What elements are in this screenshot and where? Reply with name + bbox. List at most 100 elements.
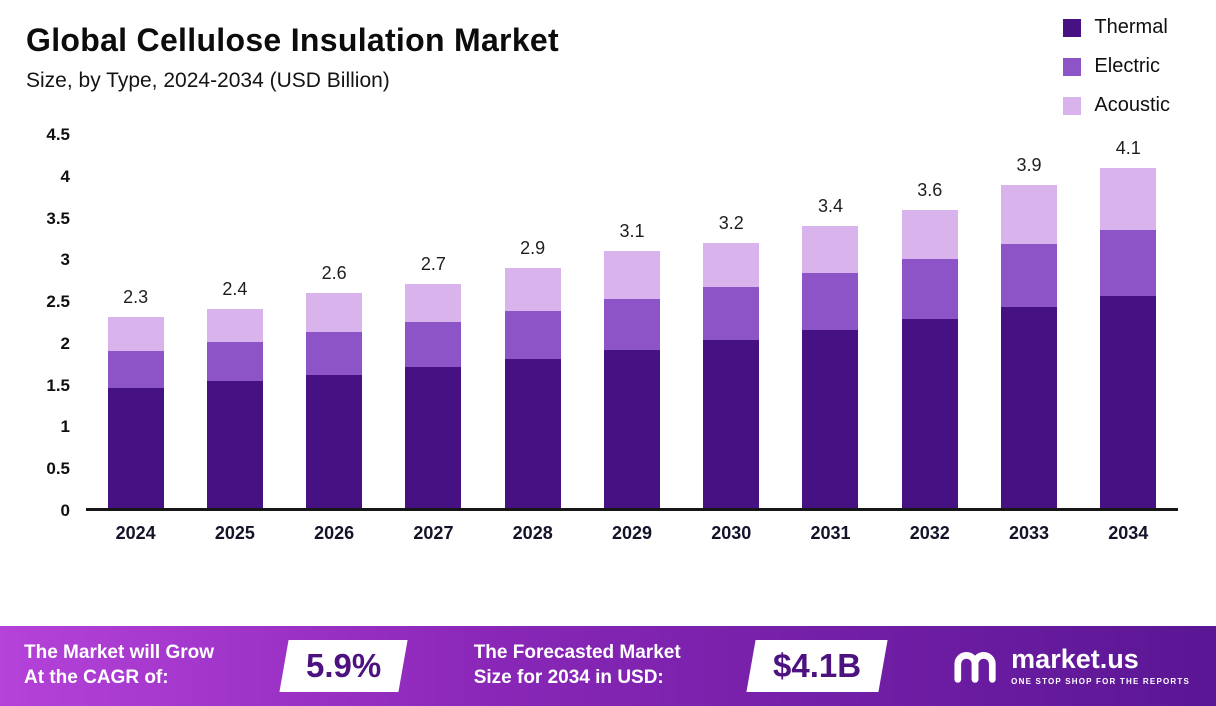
bar-total-label: 4.1 xyxy=(1115,138,1141,159)
legend-item-electric: Electric xyxy=(1063,55,1170,78)
bar-segment-thermal xyxy=(1001,307,1058,508)
cagr-label: The Market will Grow At the CAGR of: xyxy=(24,641,214,690)
bar-segment-acoustic xyxy=(1100,168,1157,230)
cagr-label-line1: The Market will Grow xyxy=(24,642,215,664)
bar-total-label: 2.7 xyxy=(420,254,446,275)
bar-segment-thermal xyxy=(107,387,164,508)
forecast-label: The Forecasted Market Size for 2034 in U… xyxy=(474,641,681,690)
y-tick-label: 2 xyxy=(60,333,70,353)
y-tick-label: 4.5 xyxy=(46,125,70,144)
plot-area: 2.3 2.4 2.6 2.7 2.9 3.1 3.2 3.4 3.6 3.9 4.1 xyxy=(86,135,1178,511)
bar-stack xyxy=(1100,168,1157,508)
bar-stack xyxy=(901,209,958,508)
x-axis: 2024 2025 2026 2027 2028 2029 2030 2031 2032 2033… xyxy=(86,523,1178,544)
bar-stack xyxy=(206,309,263,508)
y-tick-label: 0.5 xyxy=(46,459,70,479)
bottom-banner: The Market will Grow At the CAGR of: 5.9… xyxy=(0,626,1216,706)
y-tick-label: 3 xyxy=(60,250,70,270)
bar-segment-acoustic xyxy=(504,267,561,311)
bar-stack xyxy=(1001,184,1058,508)
legend-swatch-icon xyxy=(1063,96,1082,115)
bar-column: 3.9 xyxy=(979,135,1078,508)
y-axis-spacer xyxy=(28,523,86,544)
bar-column: 2.6 xyxy=(285,135,384,508)
bar-segment-thermal xyxy=(901,319,958,508)
bar-total-label: 3.9 xyxy=(1016,154,1042,175)
bar-segment-acoustic xyxy=(1001,184,1058,245)
y-tick-label: 4 xyxy=(60,166,70,186)
bar-segment-electric xyxy=(306,332,363,375)
bar-segment-electric xyxy=(1100,229,1157,296)
legend-item-thermal: Thermal xyxy=(1063,16,1170,39)
bar-segment-acoustic xyxy=(206,309,263,343)
bar-segment-electric xyxy=(703,286,760,340)
bar-segment-acoustic xyxy=(107,317,164,351)
bar-segment-thermal xyxy=(306,374,363,508)
x-axis-label: 2027 xyxy=(413,523,454,543)
bar-total-label: 2.3 xyxy=(123,287,149,308)
brand-block: market.us ONE STOP SHOP FOR THE REPORTS xyxy=(953,644,1190,689)
bar-column: 2.3 xyxy=(86,135,185,508)
bar-segment-electric xyxy=(405,321,462,368)
chart-header: Global Cellulose Insulation Market Size,… xyxy=(0,0,1216,93)
y-tick-label: 1 xyxy=(60,417,70,437)
bar-column: 3.6 xyxy=(880,135,979,508)
page-subtitle: Size, by Type, 2024-2034 (USD Billion) xyxy=(26,69,390,92)
bar-stack xyxy=(504,267,561,508)
bar-total-label: 3.4 xyxy=(817,196,843,217)
bar-column: 2.9 xyxy=(483,135,582,508)
bar-segment-electric xyxy=(901,259,958,320)
brand-name: market.us xyxy=(1011,644,1139,674)
cagr-value: 5.9% xyxy=(306,647,382,684)
bar-segment-thermal xyxy=(802,329,859,508)
y-tick-label: 2.5 xyxy=(46,292,70,312)
cagr-value-box: 5.9% xyxy=(279,640,409,692)
brand-tagline: ONE STOP SHOP FOR THE REPORTS xyxy=(1011,677,1190,686)
bar-total-label: 2.4 xyxy=(222,279,248,300)
legend-label: Acoustic xyxy=(1094,94,1170,116)
legend: Thermal Electric Acoustic xyxy=(1063,16,1170,117)
y-tick-label: 1.5 xyxy=(46,375,70,395)
forecast-label-line2: Size for 2034 in USD: xyxy=(473,667,664,688)
page-title: Global Cellulose Insulation Market xyxy=(26,22,559,58)
bar-segment-thermal xyxy=(206,381,263,508)
bar-segment-acoustic xyxy=(703,242,760,287)
bar-segment-acoustic xyxy=(405,284,462,322)
chart-plot-row: 0 0.5 1 1.5 2 2.5 3 3.5 4 4.5 2.3 2.4 2.6 2.7 2.9 3.1 3… xyxy=(28,125,1178,520)
y-axis: 0 0.5 1 1.5 2 2.5 3 3.5 4 4.5 xyxy=(28,125,86,520)
forecast-value-box: $4.1B xyxy=(746,640,888,692)
bar-segment-electric xyxy=(504,310,561,359)
bar-segment-electric xyxy=(1001,244,1058,308)
x-axis-label: 2030 xyxy=(711,523,752,543)
x-axis-label: 2034 xyxy=(1108,523,1149,543)
bar-column: 4.1 xyxy=(1079,135,1178,508)
bar-segment-thermal xyxy=(1100,295,1157,508)
bar-stack xyxy=(306,292,363,508)
stacked-bar-chart: 0 0.5 1 1.5 2 2.5 3 3.5 4 4.5 2.3 2.4 2.6 2.7 2.9 3.1 3… xyxy=(28,125,1178,544)
bar-total-label: 3.2 xyxy=(718,212,744,233)
bar-segment-thermal xyxy=(504,358,561,508)
bar-column: 2.7 xyxy=(384,135,483,508)
legend-swatch-icon xyxy=(1063,57,1082,76)
bar-segment-acoustic xyxy=(802,226,859,274)
y-tick-label: 0 xyxy=(60,501,70,520)
x-axis-label: 2033 xyxy=(1009,523,1050,543)
x-axis-label: 2028 xyxy=(512,523,553,543)
bar-segment-acoustic xyxy=(306,292,363,333)
x-axis-label: 2025 xyxy=(214,523,255,543)
bar-column: 3.1 xyxy=(582,135,681,508)
bar-stack xyxy=(107,317,164,508)
forecast-value: $4.1B xyxy=(772,647,861,684)
bar-segment-thermal xyxy=(703,339,760,508)
bar-column: 3.4 xyxy=(781,135,880,508)
marketus-logo-icon xyxy=(953,644,999,689)
bar-segment-electric xyxy=(206,342,263,382)
forecast-label-line1: The Forecasted Market xyxy=(473,642,681,664)
x-axis-label: 2029 xyxy=(611,523,652,543)
bar-stack xyxy=(603,251,660,508)
bar-segment-electric xyxy=(603,299,660,350)
legend-label: Electric xyxy=(1094,55,1160,77)
brand-text: market.us ONE STOP SHOP FOR THE REPORTS xyxy=(1011,644,1190,687)
y-tick-label: 3.5 xyxy=(46,208,70,228)
bar-total-label: 2.6 xyxy=(321,262,347,283)
